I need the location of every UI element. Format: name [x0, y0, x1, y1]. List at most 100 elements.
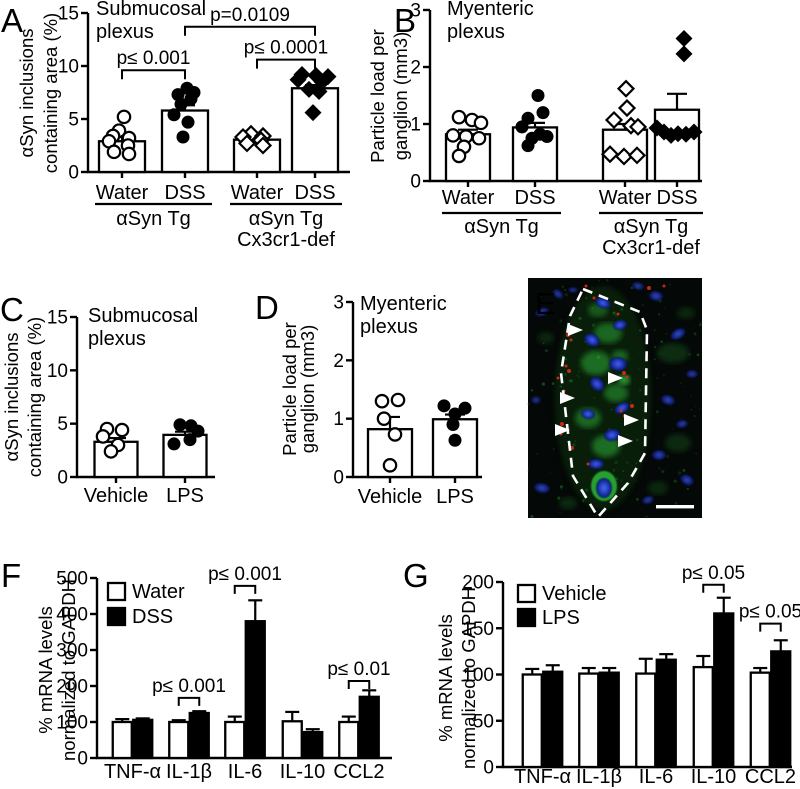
y-tick-label: 100: [462, 665, 494, 686]
y-axis-title: % mRNA levels: [35, 606, 56, 733]
significance-bracket: [256, 58, 316, 69]
stain-speckle: [528, 466, 531, 469]
nucleus: [581, 408, 595, 420]
nucleus: [596, 478, 612, 498]
significance-label: p≤ 0.001: [117, 48, 191, 69]
x-category-label: Water: [231, 182, 284, 204]
chart-panel-F: 0 100 200 300 400 500% mRNA levels normalized …: [35, 564, 392, 783]
nucleus: [535, 307, 549, 317]
stain-speckle: [564, 292, 569, 297]
nucleus: [531, 396, 541, 404]
nucleus: [588, 459, 604, 469]
x-category-label: Vehicle: [358, 486, 423, 508]
stain-speckle: [658, 467, 661, 470]
stain-speckle: [560, 355, 562, 357]
arrowhead-icon: [618, 435, 633, 447]
data-point: [253, 136, 273, 155]
nucleus: [642, 495, 654, 505]
legend-label: Vehicle: [542, 583, 607, 605]
stain-blob: [648, 481, 668, 495]
stain-speckle: [541, 382, 546, 386]
stain-speckle: [569, 427, 571, 429]
stain-speckle: [527, 470, 529, 472]
stain-speckle: [661, 469, 665, 474]
y-tick-label: 0: [483, 758, 494, 779]
y-axis-title: αSyn inclusions: [1, 333, 22, 462]
stain-speckle: [674, 501, 678, 505]
stain-speckle: [686, 487, 689, 490]
stain-speckle: [612, 468, 616, 472]
stain-blob: [538, 332, 554, 344]
y-tick-label: 200: [462, 573, 494, 594]
y-tick-label: 15: [47, 308, 68, 329]
x-category-label: Vehicle: [84, 485, 149, 507]
bar: [132, 718, 154, 760]
stain-speckle: [656, 377, 659, 380]
stain-speckle: [622, 470, 625, 473]
stain-speckle: [698, 323, 702, 327]
stain-speckle: [559, 512, 561, 514]
bar: [653, 108, 701, 183]
stain-blob: [665, 434, 691, 452]
stain-speckle: [586, 344, 589, 347]
stain-speckle: [593, 396, 596, 399]
stain-speckle: [630, 286, 634, 290]
chart-title: plexus: [88, 328, 146, 350]
group-label: Cx3cr1-def: [237, 229, 335, 251]
panel-label-e: E: [535, 286, 556, 321]
data-point: [448, 433, 462, 447]
group-label: αSyn Tg: [614, 216, 689, 238]
chart-title: plexus: [447, 21, 505, 43]
significance-label: p≤ 0.001: [152, 676, 226, 697]
bar: [749, 671, 771, 769]
significance-label: p≤ 0.05: [682, 563, 745, 584]
stain-speckle: [638, 368, 640, 370]
stain-speckle: [662, 373, 666, 377]
x-category-label: Water: [96, 182, 149, 204]
stain-speckle: [551, 382, 555, 386]
puncta: [622, 371, 626, 375]
y-tick-label: 200: [56, 677, 88, 698]
stain-speckle: [653, 345, 657, 348]
stain-speckle: [660, 340, 663, 343]
y-tick-label: 2: [333, 351, 344, 372]
chart-title: Myenteric: [360, 293, 447, 315]
stain-speckle: [620, 307, 624, 311]
data-point: [616, 79, 636, 98]
y-tick-label: 3: [410, 1, 421, 22]
legend-swatch: [516, 583, 537, 604]
stain-speckle: [572, 443, 576, 447]
y-tick-label: 5: [68, 110, 79, 131]
data-point: [184, 92, 198, 106]
stain-speckle: [591, 323, 596, 327]
group-label: αSyn Tg: [116, 208, 191, 230]
arrowhead-icon: [624, 414, 639, 426]
scale-bar: [656, 505, 694, 509]
nucleus: [632, 281, 644, 291]
arrowhead-icon: [555, 424, 570, 436]
stain-speckle: [581, 499, 585, 502]
bar: [542, 670, 564, 769]
stain-speckle: [680, 418, 682, 420]
data-point: [116, 109, 132, 125]
data-point: [471, 130, 487, 146]
stain-speckle: [530, 514, 534, 519]
stain-speckle: [667, 300, 669, 302]
y-axis-title: Particle load per: [279, 322, 300, 456]
puncta: [556, 376, 560, 380]
significance-bracket: [702, 583, 725, 593]
stain-speckle: [539, 295, 542, 298]
y-tick-label: 400: [56, 605, 88, 626]
stain-speckle: [673, 479, 677, 483]
x-category-label: TNF-α: [514, 766, 571, 788]
stain-speckle: [553, 391, 554, 393]
x-category-label: IL-10: [280, 761, 326, 783]
data-point: [628, 117, 648, 136]
data-point: [174, 97, 188, 111]
stain-speckle: [530, 389, 534, 392]
x-category-label: IL-6: [639, 766, 673, 788]
x-category-label: LPS: [166, 485, 204, 507]
stain-speckle: [655, 410, 659, 414]
stain-speckle: [578, 375, 580, 378]
